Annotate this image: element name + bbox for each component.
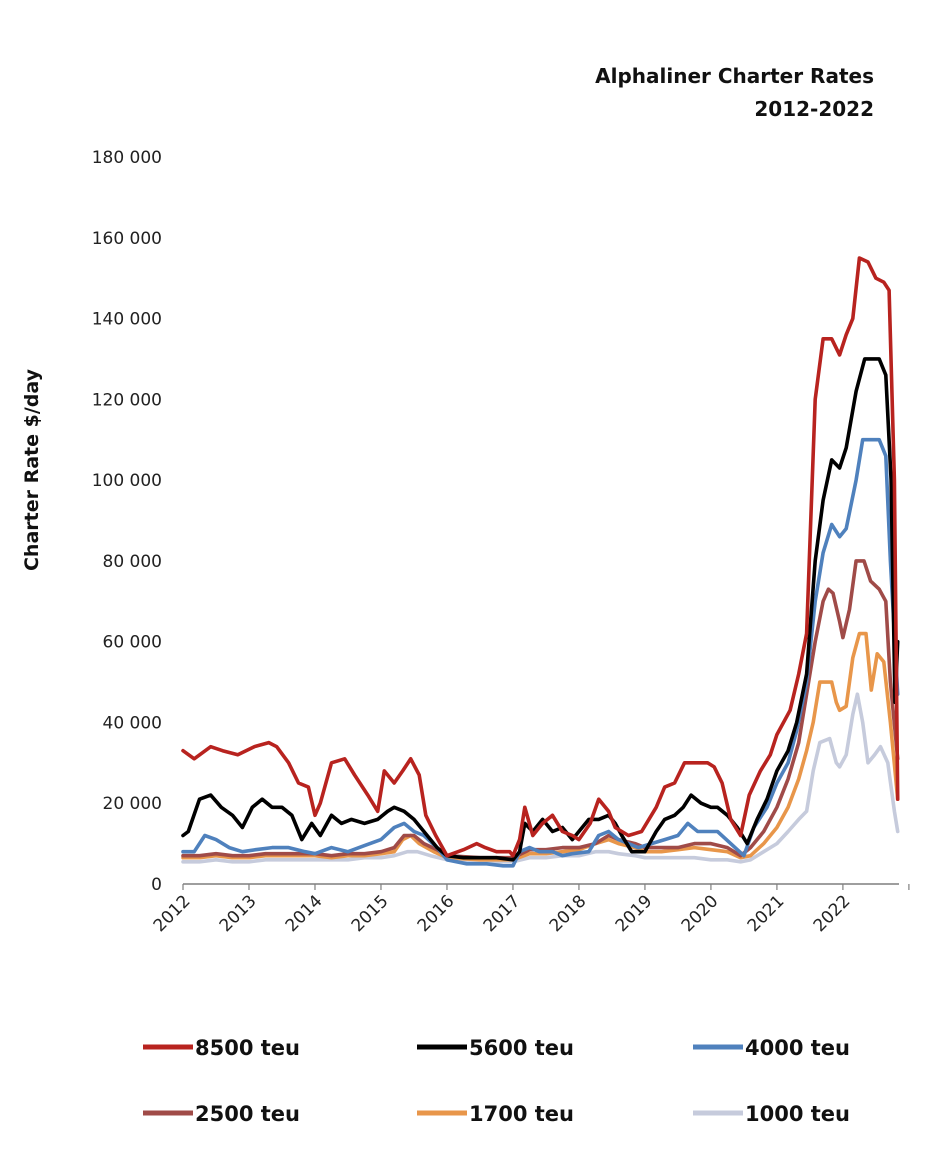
series-layer — [181, 256, 900, 868]
y-tick-label: 160 000 — [92, 229, 162, 249]
y-tick-label: 140 000 — [92, 310, 162, 330]
x-tick-label: 2016 — [414, 891, 459, 936]
x-tick-label: 2014 — [282, 891, 327, 936]
legend-label: 5600 teu — [469, 1036, 574, 1060]
y-tick-label: 180 000 — [92, 148, 162, 168]
legend-item: 1700 teu — [417, 1102, 574, 1126]
legend-item: 1000 teu — [693, 1102, 850, 1126]
chart-title-block: Alphaliner Charter Rates 2012-2022 — [595, 60, 874, 126]
legend-label: 1700 teu — [469, 1102, 574, 1126]
legend-label: 1000 teu — [745, 1102, 850, 1126]
chart-title: Alphaliner Charter Rates — [595, 64, 874, 88]
x-tick-label: 2017 — [480, 891, 525, 936]
series-line-5600-teu — [181, 357, 900, 862]
x-tick-label: 2020 — [678, 891, 723, 936]
series-line-1700-teu — [181, 631, 900, 862]
x-tick-label: 2013 — [216, 891, 261, 936]
y-tick-label: 100 000 — [92, 471, 162, 491]
x-tick-label: 2022 — [810, 891, 855, 936]
series-line-8500-teu — [181, 256, 900, 858]
x-tick-label: 2019 — [612, 891, 657, 936]
legend-label: 4000 teu — [745, 1036, 850, 1060]
y-tick-label: 60 000 — [103, 633, 162, 653]
legend-item: 5600 teu — [417, 1036, 574, 1060]
legend-label: 2500 teu — [195, 1102, 300, 1126]
legend-item: 4000 teu — [693, 1036, 850, 1060]
chart-axes: 0 20 000 40 000 60 000 80 000 100 000 120 000 1… — [92, 148, 910, 936]
series-line-1000-teu — [181, 692, 900, 864]
chart-subtitle: 2012-2022 — [754, 97, 874, 121]
y-tick-label: 0 — [151, 875, 162, 895]
legend-item: 8500 teu — [143, 1036, 300, 1060]
x-tick-label: 2018 — [546, 891, 591, 936]
x-tick-label: 2012 — [150, 891, 195, 936]
legend-item: 2500 teu — [143, 1102, 300, 1126]
y-tick-label: 20 000 — [103, 794, 162, 814]
y-tick-label: 80 000 — [103, 552, 162, 572]
y-tick-label: 40 000 — [103, 713, 162, 733]
legend: 8500 teu 5600 teu 4000 teu 2500 teu 1700 teu… — [143, 1036, 850, 1126]
y-tick-label: 120 000 — [92, 390, 162, 410]
x-tick-label: 2021 — [744, 891, 789, 936]
y-axis-label: Charter Rate $/day — [21, 368, 43, 571]
legend-label: 8500 teu — [195, 1036, 300, 1060]
series-line-4000-teu — [181, 437, 900, 868]
x-tick-label: 2015 — [348, 891, 393, 936]
